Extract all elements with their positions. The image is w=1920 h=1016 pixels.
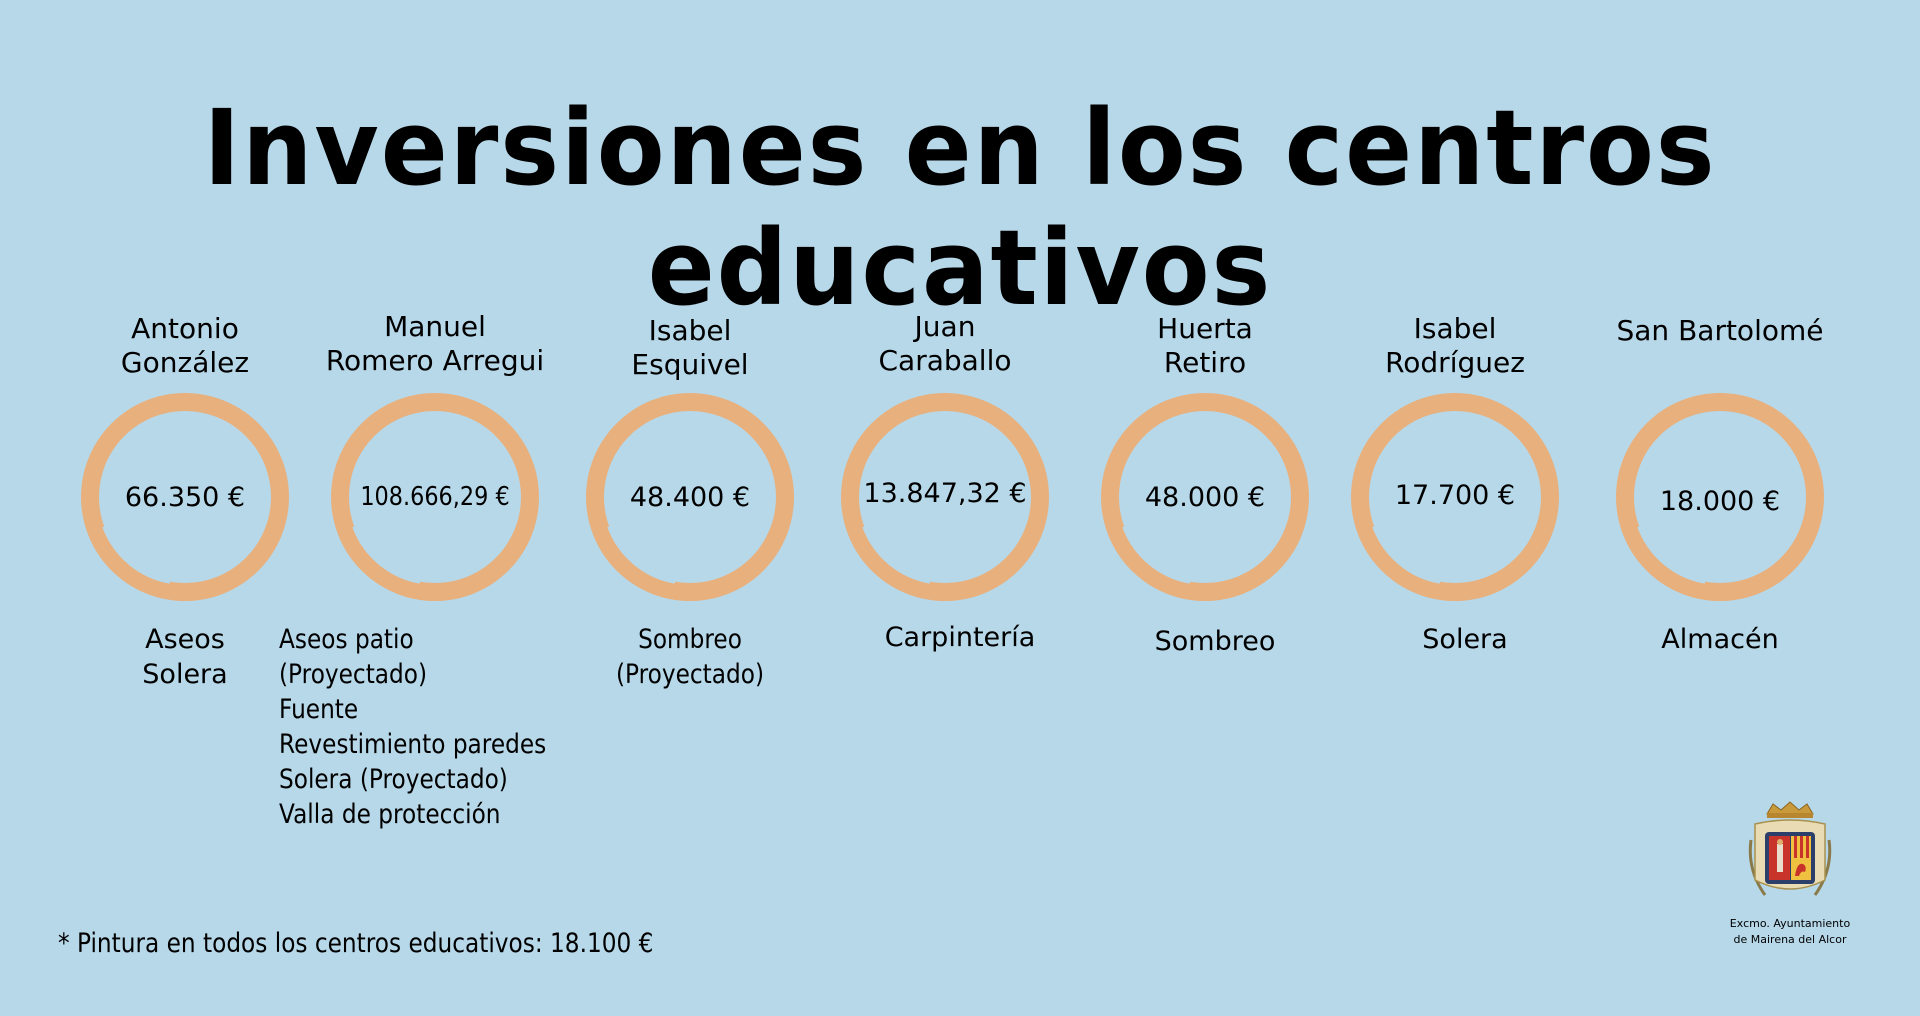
amount-ring: 18.000 €	[1615, 392, 1825, 602]
amount-ring: 108.666,29 €	[330, 392, 540, 602]
work-items: Sombreo	[1154, 626, 1276, 657]
amount-value: 48.000 €	[1144, 481, 1266, 513]
brush-circle-icon	[331, 393, 539, 601]
amount-ring: 13.847,32 €	[840, 392, 1050, 602]
school-name: Huerta Retiro	[1157, 312, 1253, 379]
amount-value: 48.400 €	[629, 481, 751, 513]
brush-circle-icon	[586, 393, 794, 601]
logo-caption: Excmo. Ayuntamiento de Mairena del Alcor	[1729, 917, 1851, 946]
brush-circle-icon	[841, 393, 1049, 601]
footnote: * Pintura en todos los centros educativo…	[58, 928, 654, 959]
work-items: Sombreo (Proyectado)	[615, 624, 765, 690]
amount-value: 66.350 €	[124, 481, 246, 513]
brush-circle-icon	[1616, 393, 1824, 601]
work-items: Almacén	[1661, 624, 1779, 655]
amount-value: 13.847,32 €	[863, 477, 1027, 509]
brush-circle-icon	[1101, 393, 1309, 601]
school-name: Isabel Rodríguez	[1385, 312, 1525, 379]
school-name: Isabel Esquivel	[631, 314, 749, 381]
page-title: Inversiones en los centros educativos	[203, 87, 1717, 329]
school-name: San Bartolomé	[1616, 314, 1824, 347]
school-name: Juan Caraballo	[878, 310, 1012, 377]
amount-value: 17.700 €	[1394, 479, 1516, 511]
coat-of-arms-icon	[1745, 800, 1835, 905]
amount-value: 18.000 €	[1659, 485, 1781, 517]
work-items: Solera	[1422, 624, 1508, 655]
brush-circle-icon	[81, 393, 289, 601]
school-name: Manuel Romero Arregui	[325, 310, 545, 377]
school-name: Antonio González	[120, 312, 250, 379]
amount-ring: 48.000 €	[1100, 392, 1310, 602]
work-items: Aseos patio (Proyectado) Fuente Revestim…	[279, 624, 547, 830]
brush-circle-icon	[1351, 393, 1559, 601]
work-items: Carpintería	[884, 622, 1036, 653]
work-items: Aseos Solera	[142, 624, 228, 690]
amount-ring: 66.350 €	[80, 392, 290, 602]
amount-value: 108.666,29 €	[360, 482, 510, 512]
amount-ring: 48.400 €	[585, 392, 795, 602]
amount-ring: 17.700 €	[1350, 392, 1560, 602]
